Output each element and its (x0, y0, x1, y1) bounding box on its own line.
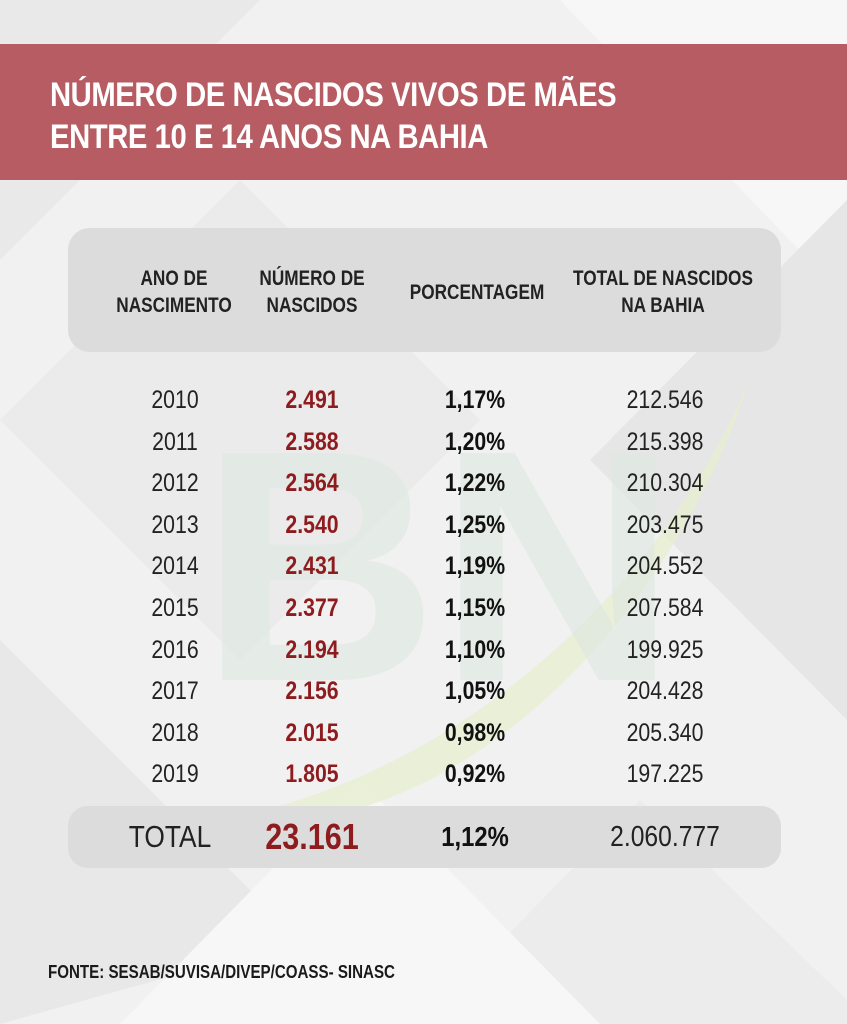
cell-year: 2019 (151, 760, 199, 789)
cell-total-births: 199.925 (626, 635, 704, 664)
cell-total-births: 207.584 (626, 594, 704, 622)
cell-total-births: 215.398 (626, 427, 704, 456)
cell-year: 2012 (151, 469, 199, 498)
column-header-total-births: TOTAL DE NASCIDOS NA BAHIA (573, 267, 753, 317)
cell-percentage: 0,92% (444, 760, 506, 789)
cell-percentage: 1,05% (444, 677, 506, 706)
cell-total-births: 205.340 (626, 718, 704, 747)
cell-year: 2016 (151, 635, 199, 664)
table-row: 2012 2.564 1,22% 210.304 (0, 463, 847, 504)
column-header-births: NÚMERO DE NASCIDOS (259, 267, 365, 317)
svg-text:BN: BN (200, 381, 677, 750)
total-births: 23.161 (265, 816, 359, 857)
table-row: 2010 2.491 1,17% 212.546 (0, 380, 847, 421)
cell-percentage: 1,25% (444, 510, 506, 539)
source-note: FONTE: SESAB/SUVISA/DIVEP/COASS- SINASC (48, 962, 395, 982)
cell-percentage: 1,19% (444, 552, 506, 581)
total-row-box (68, 806, 781, 868)
cell-births: 2.194 (285, 635, 339, 664)
cell-total-births: 210.304 (626, 469, 704, 498)
table-row: 2013 2.540 1,25% 203.475 (0, 505, 847, 546)
cell-births: 2.540 (285, 510, 339, 539)
watermark-logo: BN (200, 380, 750, 823)
cell-births: 1.805 (285, 760, 339, 789)
cell-year: 2010 (151, 386, 199, 414)
cell-births: 2.491 (285, 386, 339, 414)
cell-percentage: 0,98% (444, 718, 506, 747)
table-row: 2019 1.805 0,92% 197.225 (0, 754, 847, 795)
cell-year: 2011 (152, 427, 198, 456)
cell-total-births: 204.428 (626, 677, 704, 706)
cell-births: 2.015 (285, 718, 339, 747)
table-row: 2016 2.194 1,10% 199.925 (0, 630, 847, 671)
total-row: TOTAL 23.161 1,12% 2.060.777 (0, 813, 847, 861)
column-header-year: ANO DE NASCIMENTO (116, 267, 232, 317)
total-label: TOTAL (128, 819, 212, 854)
cell-total-births: 203.475 (626, 510, 704, 539)
cell-year: 2015 (151, 594, 199, 622)
column-header-percentage: PORCENTAGEM (409, 280, 545, 304)
table-row: 2015 2.377 1,15% 207.584 (0, 588, 847, 629)
cell-births: 2.588 (285, 427, 339, 456)
table-header-box (68, 228, 781, 352)
cell-total-births: 197.225 (626, 760, 704, 789)
total-percentage: 1,12% (441, 821, 509, 852)
total-state-births: 2.060.777 (610, 821, 720, 853)
table-row: 2017 2.156 1,05% 204.428 (0, 671, 847, 712)
cell-year: 2017 (151, 677, 199, 706)
table-row: 2011 2.588 1,20% 215.398 (0, 422, 847, 463)
table-row: 2018 2.015 0,98% 205.340 (0, 713, 847, 754)
cell-year: 2014 (151, 552, 199, 581)
cell-total-births: 204.552 (626, 552, 704, 581)
table-row: 2014 2.431 1,19% 204.552 (0, 546, 847, 587)
cell-year: 2018 (151, 718, 199, 747)
cell-percentage: 1,22% (444, 469, 506, 498)
cell-total-births: 212.546 (626, 386, 704, 414)
cell-births: 2.564 (285, 469, 339, 498)
cell-births: 2.377 (285, 594, 339, 622)
cell-percentage: 1,15% (444, 594, 506, 622)
cell-percentage: 1,20% (444, 427, 506, 456)
cell-births: 2.431 (285, 552, 339, 581)
cell-percentage: 1,17% (444, 386, 506, 414)
cell-percentage: 1,10% (444, 635, 506, 664)
page-title: NÚMERO DE NASCIDOS VIVOS DE MÃES ENTRE 1… (50, 76, 617, 156)
cell-year: 2013 (151, 510, 199, 539)
title-band (0, 44, 847, 180)
cell-births: 2.156 (285, 677, 339, 706)
